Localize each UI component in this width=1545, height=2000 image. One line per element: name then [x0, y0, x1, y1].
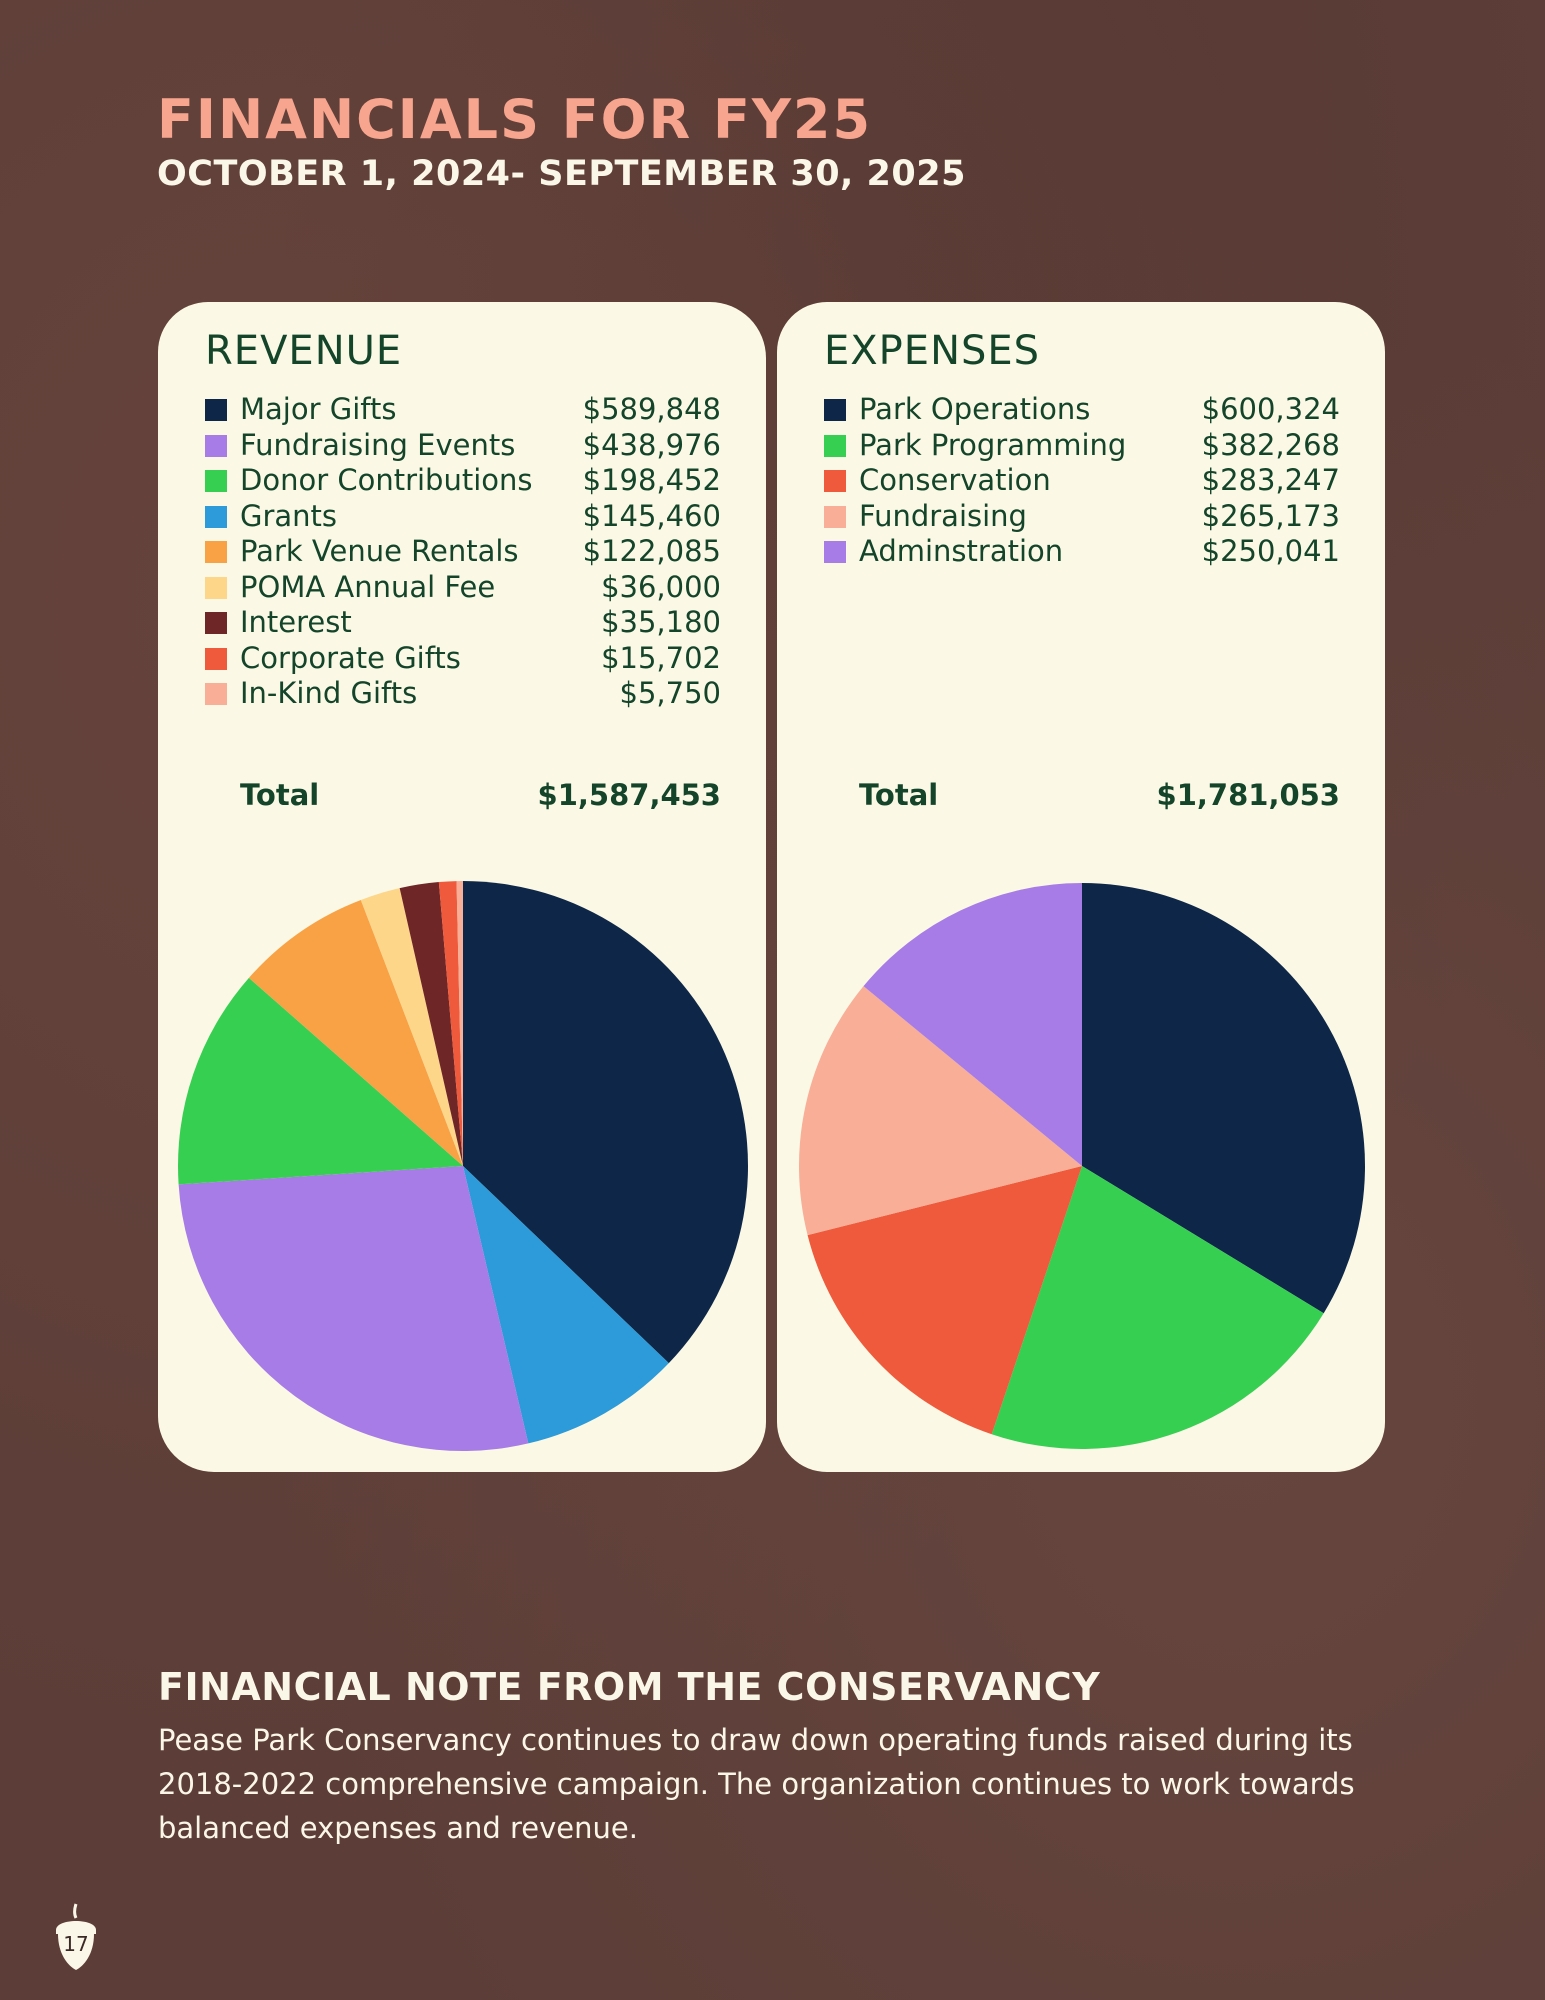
note-heading: FINANCIAL NOTE FROM THE CONSERVANCY: [158, 1665, 1101, 1709]
revenue-card: REVENUE Major Gifts $589,848 Fundraising E…: [158, 302, 766, 1472]
legend-value: $382,268: [1201, 427, 1340, 462]
legend-value: $35,180: [601, 605, 721, 639]
legend-swatch: [205, 470, 227, 492]
legend-swatch: [205, 576, 227, 599]
revenue-legend-item-major-gifts: Major Gifts $589,848: [205, 392, 721, 426]
legend-value: $250,041: [1201, 534, 1340, 568]
legend-swatch: [205, 399, 227, 421]
legend-label: In-Kind Gifts: [240, 676, 418, 710]
legend-label: Fundraising: [859, 498, 1027, 533]
page-badge: 17: [50, 1900, 102, 1972]
revenue-legend-item-park-venue-rentals: Park Venue Rentals $122,085: [205, 534, 721, 568]
expenses-slice-park-programming: [991, 1166, 1324, 1449]
legend-swatch: [824, 399, 846, 421]
legend-label: Grants: [240, 498, 338, 533]
revenue-slice-donor-contributions: [178, 977, 463, 1185]
expenses-legend-item-adminstration: Adminstration $250,041: [824, 534, 1340, 568]
legend-swatch: [824, 505, 846, 528]
expenses-legend-item-conservation: Conservation $283,247: [824, 463, 1340, 497]
legend-label: Donor Contributions: [240, 463, 533, 497]
legend-value: $145,460: [582, 498, 721, 533]
revenue-legend-item-donor-contributions: Donor Contributions $198,452: [205, 463, 721, 497]
revenue-legend-item-corporate-gifts: Corporate Gifts $15,702: [205, 641, 721, 675]
legend-value: $438,976: [582, 427, 721, 462]
revenue-slice-park-venue-rentals: [248, 899, 463, 1166]
expenses-slice-fundraising: [799, 986, 1082, 1236]
legend-value: $198,452: [582, 463, 721, 497]
expenses-card: EXPENSES Park Operations $600,324 Park Pro…: [777, 302, 1385, 1472]
expenses-legend-item-park-operations: Park Operations $600,324: [824, 392, 1340, 426]
revenue-legend-item-fundraising-events: Fundraising Events $438,976: [205, 428, 721, 462]
revenue-legend-item-poma-annual-fee: POMA Annual Fee $36,000: [205, 570, 721, 604]
revenue-title: REVENUE: [205, 328, 403, 374]
expenses-total-value: $1,781,053: [1156, 778, 1340, 812]
expenses-legend-item-park-programming: Park Programming $382,268: [824, 428, 1340, 462]
legend-label: Interest: [240, 605, 352, 639]
revenue-slice-interest: [399, 882, 463, 1166]
legend-swatch: [205, 612, 227, 634]
legend-label: Major Gifts: [240, 392, 397, 426]
revenue-slice-grants: [463, 1166, 669, 1444]
expenses-total-label: Total: [859, 778, 939, 812]
revenue-slice-poma-annual-fee: [360, 888, 463, 1166]
page-number: 17: [63, 1932, 89, 1956]
legend-label: Fundraising Events: [240, 427, 516, 462]
note-body: Pease Park Conservancy continues to draw…: [158, 1723, 1355, 1845]
legend-value: $265,173: [1201, 498, 1340, 533]
legend-swatch: [205, 505, 227, 528]
legend-swatch: [205, 541, 227, 563]
page-subtitle: OCTOBER 1, 2024- SEPTEMBER 30, 2025: [157, 154, 966, 194]
expenses-slice-park-operations: [1082, 883, 1365, 1314]
legend-value: $36,000: [601, 569, 721, 604]
legend-value: $589,848: [582, 392, 721, 426]
revenue-total-value: $1,587,453: [537, 778, 721, 812]
revenue-slice-major-gifts: [463, 881, 749, 1364]
legend-value: $600,324: [1201, 392, 1340, 426]
legend-value: $15,702: [601, 640, 721, 675]
legend-swatch: [205, 683, 227, 705]
legend-swatch: [205, 434, 227, 457]
legend-swatch: [824, 434, 846, 457]
legend-value: $122,085: [582, 534, 721, 568]
revenue-slice-in-kind-gifts: [456, 881, 463, 1166]
expenses-legend-item-fundraising: Fundraising $265,173: [824, 499, 1340, 533]
legend-value: $5,750: [619, 676, 721, 710]
page-title: FINANCIALS FOR FY25: [157, 88, 873, 151]
legend-swatch: [205, 647, 227, 670]
legend-label: POMA Annual Fee: [240, 569, 496, 604]
revenue-slice-corporate-gifts: [438, 881, 463, 1166]
acorn-icon: [56, 1903, 96, 1970]
legend-value: $283,247: [1201, 463, 1340, 497]
revenue-pie-chart: [178, 881, 749, 1451]
revenue-total-label: Total: [240, 778, 320, 812]
expenses-pie-chart: [799, 883, 1365, 1449]
expenses-title: EXPENSES: [824, 328, 1041, 374]
legend-swatch: [824, 541, 846, 563]
legend-label: Adminstration: [859, 534, 1064, 568]
revenue-legend-item-interest: Interest $35,180: [205, 605, 721, 639]
legend-label: Conservation: [859, 463, 1051, 497]
revenue-legend-item-grants: Grants $145,460: [205, 499, 721, 533]
legend-swatch: [824, 470, 846, 492]
legend-label: Park Programming: [859, 427, 1127, 462]
expenses-slice-conservation: [807, 1166, 1082, 1435]
legend-label: Park Venue Rentals: [240, 534, 519, 568]
legend-label: Park Operations: [859, 392, 1091, 426]
revenue-legend-item-in-kind-gifts: In-Kind Gifts $5,750: [205, 676, 721, 710]
revenue-slice-fundraising-events: [178, 1166, 529, 1451]
legend-label: Corporate Gifts: [240, 640, 461, 675]
expenses-slice-adminstration: [863, 883, 1082, 1166]
